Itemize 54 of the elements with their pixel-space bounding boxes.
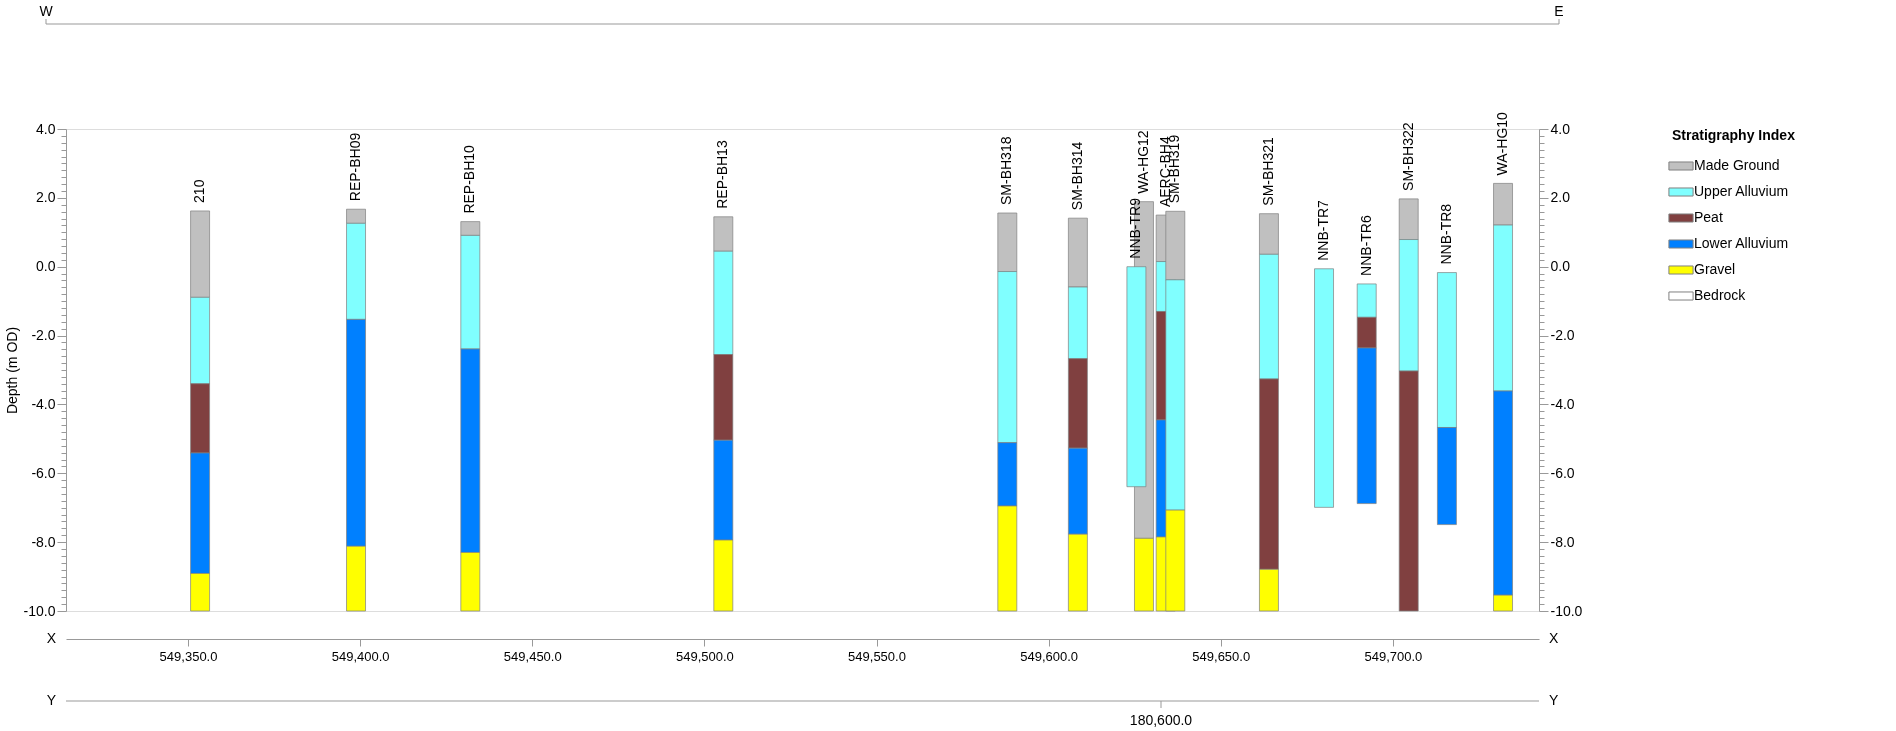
annotation: NNB-TR8: [1437, 203, 1454, 265]
x-tick-label: 549,350.0: [159, 648, 218, 664]
legend-title: Stratigraphy Index: [1672, 127, 1796, 143]
y-tick-label: 4.0: [36, 120, 56, 137]
y-tick-label: -6.0: [31, 464, 56, 481]
y-tick-label: -10.0: [23, 602, 56, 619]
y2-tick-label: 4.0: [1550, 120, 1571, 137]
annotation: SM-BH318: [998, 136, 1015, 206]
y2-tick-label: -10.0: [1550, 602, 1583, 619]
text: W: [39, 3, 54, 19]
text: E: [1554, 3, 1564, 19]
legend-label: Peat: [1694, 209, 1723, 225]
y-tick-label: -4.0: [31, 395, 56, 412]
y2-tick-label: 0.0: [1550, 258, 1571, 275]
annotation: NNB-TR9: [1127, 197, 1144, 259]
y2-tick-label: -2.0: [1550, 327, 1575, 344]
text: Y: [46, 692, 56, 708]
annotation: REP-BH13: [714, 140, 731, 209]
annotation: SM-BH314: [1068, 141, 1085, 211]
x-tick-label: 549,450.0: [503, 648, 562, 664]
annotation: NNB-TR7: [1315, 199, 1332, 261]
y-tick-label: -8.0: [31, 533, 56, 550]
y2-tick-label: -8.0: [1550, 533, 1575, 550]
bar: [1314, 268, 1334, 508]
annotation: 210: [191, 179, 208, 203]
text: X: [46, 630, 56, 646]
y-tick-label: -2.0: [31, 327, 56, 344]
x-tick-label: 549,650.0: [1192, 648, 1251, 664]
annotation: NNB-TR6: [1357, 215, 1374, 276]
legend-label: Gravel: [1694, 261, 1736, 277]
x-tick-label: 549,600.0: [1020, 648, 1079, 664]
y2-tick-label: -4.0: [1550, 395, 1575, 412]
y2-tick-label: 2.0: [1550, 189, 1571, 206]
annotation: SM-BH321: [1259, 137, 1276, 206]
text: 180,600.0: [1129, 712, 1193, 728]
legend-label: Made Ground: [1694, 157, 1780, 173]
annotation: SM-BH322: [1399, 122, 1416, 191]
text: Y: [1549, 692, 1559, 708]
x-tick-label: 549,500.0: [675, 648, 734, 664]
annotation: WA-HG12: [1134, 130, 1151, 194]
x-tick-label: 549,400.0: [331, 648, 390, 664]
x-tick-label: 549,550.0: [848, 648, 906, 664]
legend-label: Lower Alluvium: [1694, 235, 1789, 251]
x-tick-label: 549,700.0: [1364, 648, 1423, 664]
y-tick-label: 0.0: [36, 258, 56, 275]
legend-label: Upper Alluvium: [1694, 183, 1789, 199]
y-axis-title: Depth (m OD): [3, 326, 20, 415]
y-tick-label: 2.0: [36, 189, 56, 206]
annotation: REP-BH10: [461, 144, 478, 214]
y2-tick-label: -6.0: [1550, 464, 1575, 481]
legend-label: Bedrock: [1694, 287, 1747, 303]
text: X: [1549, 630, 1559, 646]
annotation: REP-BH09: [347, 132, 364, 202]
annotation: WA-HG10: [1494, 111, 1511, 176]
